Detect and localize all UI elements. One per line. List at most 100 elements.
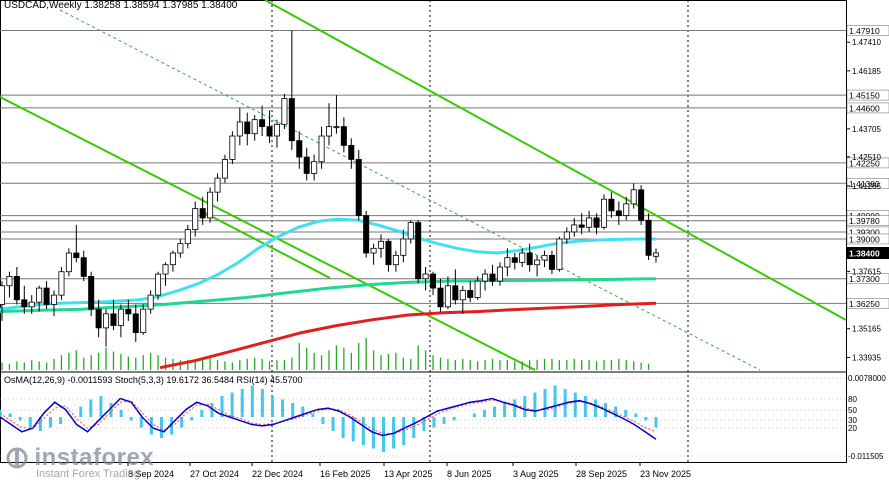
candle-body: [58, 271, 65, 296]
candle-body: [162, 264, 169, 275]
candle-body: [6, 276, 13, 287]
level-label-box-4: [846, 178, 889, 189]
candle-body: [65, 252, 72, 273]
candle-body: [36, 287, 43, 303]
indicator-level-4: 20: [848, 424, 857, 433]
candle-body: [296, 140, 303, 158]
date-tick-0: 8 Sep 2024: [128, 469, 174, 479]
candle-body: [110, 313, 117, 326]
current-price-label: 1.38400: [849, 249, 880, 259]
candle-body: [221, 159, 228, 179]
price-tick-7: 1.33935: [852, 353, 881, 362]
candle-body: [132, 313, 139, 333]
candle-body: [13, 276, 20, 301]
candle-body: [199, 208, 206, 219]
date-tick-1: 27 Oct 2024: [190, 469, 239, 479]
candle-body: [244, 121, 251, 135]
level-label-box-2: [846, 102, 889, 114]
channel-line-lower: [0, 96, 536, 371]
level-label-box-1: [846, 89, 889, 101]
watermark: instaforex Instant Forex Trading: [4, 444, 154, 480]
candle-body: [608, 198, 615, 212]
candle-body: [303, 156, 310, 174]
candle-body: [511, 257, 518, 263]
candle-body: [541, 254, 548, 261]
stoch-signal-line: [0, 399, 657, 435]
level-label-box-8: [846, 233, 889, 245]
date-tick-6: 3 Aug 2025: [513, 469, 559, 479]
date-tick-2: 22 Dec 2024: [252, 469, 303, 479]
candle-body: [526, 252, 533, 266]
candle-body: [586, 217, 593, 228]
ema-fast-line: [0, 217, 656, 311]
ema-slow-line: [159, 301, 657, 370]
candle-body: [355, 159, 362, 216]
candle-body: [571, 224, 578, 233]
price-tick-5: 1.37615: [852, 267, 881, 276]
candle-body: [333, 126, 340, 129]
candle-body: [177, 243, 184, 254]
indicator-level-5: -0.011505: [848, 452, 884, 461]
candle-body: [88, 276, 95, 310]
level-label-4: 1.41380: [849, 179, 880, 189]
candle-body: [281, 98, 288, 125]
level-label-8: 1.39000: [849, 234, 880, 244]
date-tick-3: 16 Feb 2025: [320, 469, 371, 479]
candle-body: [452, 285, 459, 301]
chart-header: USDCAD,Weekly 1.38258 1.38594 1.37985 1.…: [4, 0, 237, 11]
level-label-0: 1.47910: [849, 26, 880, 36]
candle-body: [548, 254, 555, 270]
candle-body: [519, 252, 526, 263]
candle-body: [638, 189, 645, 221]
ema-mid-line: [0, 277, 657, 313]
candle-body: [21, 299, 28, 308]
dashed-trendline: [59, 9, 761, 371]
candle-body: [169, 252, 176, 266]
price-tick-6: 1.35165: [852, 325, 881, 334]
candle-body: [623, 203, 630, 216]
candle-body: [482, 273, 489, 282]
level-label-box-10: [846, 298, 889, 309]
candle-body: [266, 126, 273, 137]
level-label-2: 1.44600: [849, 103, 880, 113]
candle-body: [645, 219, 652, 256]
candle-body: [652, 252, 660, 257]
candle-body: [340, 126, 347, 146]
candle-body: [0, 285, 6, 305]
candle-body: [273, 123, 280, 137]
level-label-9: 1.37300: [849, 274, 880, 284]
candle-body: [556, 238, 563, 270]
candle-body: [474, 280, 481, 298]
candle-body: [184, 229, 191, 245]
level-label-box-9: [846, 273, 889, 284]
level-label-10: 1.36250: [849, 299, 880, 309]
candle-body: [363, 215, 370, 254]
date-tick-4: 13 Apr 2025: [384, 469, 433, 479]
date-tick-7: 28 Sep 2025: [576, 469, 627, 479]
channel-line-upper: [264, 0, 847, 321]
candle-body: [80, 257, 87, 277]
candle-body: [415, 222, 422, 280]
candle-body: [400, 238, 407, 256]
current-price-box: [847, 247, 889, 260]
indicator-level-2: 50: [848, 406, 857, 415]
candle-body: [140, 308, 147, 333]
candle-body: [51, 294, 58, 305]
candle-body: [229, 135, 236, 160]
candle-body: [496, 266, 503, 282]
stoch-main-line: [0, 397, 657, 440]
candle-body: [378, 240, 385, 249]
price-tick-0: 1.47410: [852, 38, 881, 47]
candle-body: [117, 308, 124, 326]
level-label-box-6: [846, 215, 889, 226]
candle-body: [593, 217, 600, 228]
indicator-header: OsMA(12,26,9) -0.0011593 Stoch(5,3,3) 19…: [4, 375, 303, 385]
candle-body: [259, 119, 266, 128]
candle-body: [489, 273, 496, 282]
candle-body: [630, 189, 637, 205]
candle-body: [103, 313, 110, 329]
candle-body: [43, 287, 50, 305]
candle-body: [251, 119, 258, 135]
candle-body: [534, 259, 541, 266]
